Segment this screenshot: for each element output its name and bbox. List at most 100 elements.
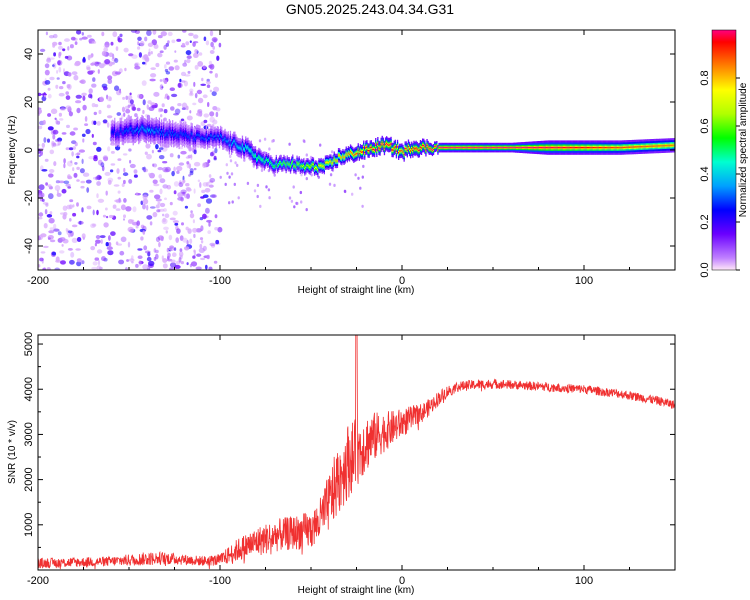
speckle-blob [80, 79, 86, 84]
ridge-cell [247, 146, 249, 149]
ridge-cell [310, 165, 312, 167]
speckle-blob [103, 156, 109, 162]
speckle-blob [189, 40, 192, 43]
speckle-blob [147, 100, 152, 105]
speckle-blob [162, 263, 168, 269]
ridge-cell [304, 167, 306, 170]
speckle-blob [163, 208, 167, 212]
speckle-blob [176, 38, 182, 42]
speckle-blob [117, 190, 121, 194]
ridge-cell [159, 133, 162, 136]
speckle-blob [153, 44, 159, 49]
ridge-cell [193, 136, 196, 139]
speckle-blob [137, 248, 143, 251]
speckle-blob [162, 166, 169, 173]
speckle-blob [193, 81, 196, 87]
speckle-blob [49, 239, 56, 243]
ridge-cell [612, 146, 614, 149]
speckle-blob [197, 179, 201, 183]
speckle-blob [205, 207, 210, 214]
ridge-cell [666, 144, 668, 147]
ridge-cell [471, 147, 473, 149]
speckle-blob [174, 222, 179, 226]
ridge-cell [223, 138, 225, 141]
speckle-blob [273, 173, 276, 177]
ridge-cell [224, 137, 226, 140]
ridge-cell [343, 157, 345, 159]
ridge-cell [429, 148, 431, 150]
speckle-blob [260, 168, 264, 172]
speckle-blob [167, 31, 173, 37]
colorbar: 0.0 0.2 0.4 0.6 0.8 Normalized spectral ampl… [699, 29, 749, 278]
ridge-cell [311, 163, 313, 165]
speckle-blob [129, 163, 136, 169]
ridge-cell [443, 147, 446, 149]
speckle-blob [110, 150, 115, 154]
speckle-blob [155, 62, 160, 68]
speckle-blob [101, 31, 105, 37]
ridge-cell [184, 134, 186, 137]
ridge-cell [669, 144, 672, 147]
speckle-blob [186, 115, 193, 121]
speckle-blob [47, 113, 52, 117]
ridge-cell [273, 166, 275, 168]
speckle-blob [60, 107, 66, 111]
ridge-cell [446, 147, 448, 149]
speckle-blob [63, 180, 70, 185]
speckle-blob [112, 204, 117, 209]
speckle-blob [182, 237, 188, 243]
speckle-blob [54, 117, 57, 121]
ridge-cell [635, 146, 637, 148]
ridge-cell [651, 145, 653, 147]
speckle-blob [192, 255, 196, 259]
ridge-cell [657, 145, 660, 147]
speckle-blob [330, 150, 334, 154]
spectrogram-xtick-label: -100 [209, 275, 231, 287]
speckle-blob [146, 30, 152, 36]
ridge-cell [411, 148, 413, 150]
ridge-cell [317, 168, 319, 171]
ridge-cell [597, 146, 600, 149]
speckle-blob [55, 119, 58, 125]
ridge-cell [113, 131, 115, 134]
speckle-blob [82, 172, 90, 177]
ridge-cell [352, 153, 354, 155]
speckle-blob [108, 214, 114, 219]
speckle-blob [211, 194, 217, 199]
speckle-blob [157, 35, 163, 39]
speckle-blob [197, 97, 204, 104]
speckle-blob [52, 134, 56, 140]
ridge-cell [550, 146, 553, 149]
speckle-blob [137, 36, 142, 41]
ridge-cell [190, 132, 192, 135]
speckle-blob [200, 196, 205, 199]
speckle-blob [202, 162, 207, 168]
speckle-blob [144, 36, 148, 42]
speckle-blob [59, 118, 64, 121]
ridge-cell [293, 165, 295, 167]
speckle-blob [111, 57, 117, 62]
ridge-cell [474, 147, 476, 149]
speckle-blob [224, 182, 227, 186]
ridge-cell [454, 147, 457, 149]
speckle-blob [62, 81, 66, 85]
ridge-cell [570, 146, 572, 149]
speckle-blob [189, 168, 194, 174]
ridge-cell [512, 147, 514, 149]
ridge-cell [146, 127, 149, 131]
speckle-blob [209, 70, 213, 74]
speckle-blob [209, 30, 214, 37]
ridge-cell [318, 164, 320, 166]
ridge-cell [440, 147, 442, 149]
speckle-blob [66, 204, 72, 210]
speckle-blob [91, 83, 97, 88]
ridge-cell [546, 146, 548, 149]
ridge-cell [656, 145, 659, 147]
speckle-blob [153, 183, 160, 187]
speckle-blob [76, 202, 79, 207]
speckle-blob [94, 257, 100, 261]
ridge-cell [403, 153, 405, 156]
ridge-cell [573, 146, 576, 149]
ridge-cell [355, 153, 357, 155]
speckle-blob [39, 257, 44, 262]
